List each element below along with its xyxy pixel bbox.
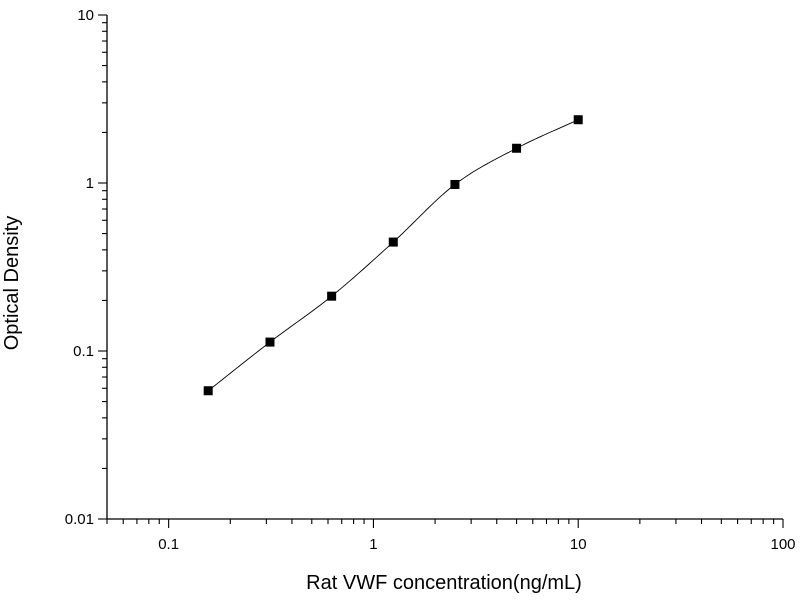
y-tick-label: 0.1: [73, 343, 94, 360]
data-point: [388, 237, 398, 247]
x-tick-label: 0.1: [158, 536, 179, 553]
ticks: [98, 14, 784, 528]
x-tick-label: 10: [570, 536, 587, 553]
data-point: [512, 143, 522, 153]
data-point: [450, 179, 460, 189]
x-tick-label: 1: [369, 536, 377, 553]
x-axis-title: Rat VWF concentration(ng/mL): [306, 572, 582, 594]
data-point: [265, 337, 275, 347]
data-point: [327, 291, 337, 301]
y-tick-label: 0.01: [65, 511, 94, 528]
axes: [106, 15, 783, 520]
y-tick-label: 1: [86, 175, 94, 192]
fit-curve: [207, 119, 579, 392]
data-point: [203, 386, 213, 396]
data-markers: [203, 115, 583, 396]
y-tick-label: 10: [77, 7, 94, 24]
x-tick-label: 100: [770, 536, 795, 553]
tick-labels: 0.1 1 10 100 0.01 0.1 1 10: [65, 7, 796, 553]
data-point: [573, 115, 583, 125]
y-axis-title: Optical Density: [1, 216, 23, 351]
